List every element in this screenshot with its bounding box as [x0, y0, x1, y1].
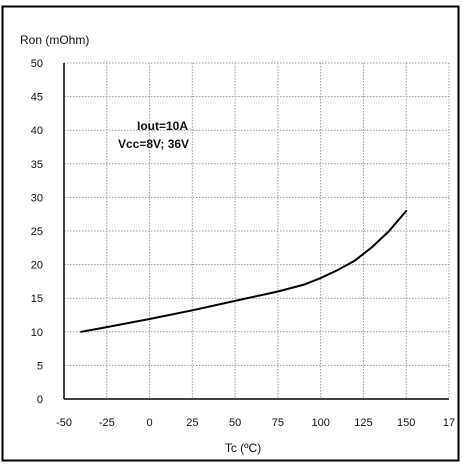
y-tick-label: 10	[31, 327, 43, 339]
annotation-vcc: Vcc=8V; 36V	[118, 137, 189, 151]
y-tick-label: 40	[31, 125, 43, 137]
y-tick-label: 0	[37, 394, 43, 406]
y-tick-label: 25	[31, 226, 43, 238]
x-tick-label: -25	[99, 417, 115, 429]
x-tick-label: 50	[229, 417, 241, 429]
x-tick-label: 100	[311, 417, 329, 429]
ron-curve	[80, 209, 408, 333]
x-tick-label: 25	[186, 417, 198, 429]
axis-lines	[63, 63, 449, 400]
grid-lines	[63, 62, 450, 400]
x-tick-label: 125	[354, 417, 372, 429]
x-tick-label: -50	[56, 417, 72, 429]
x-tick-label: 150	[397, 417, 415, 429]
x-tick-label: 17	[443, 417, 455, 429]
y-axis-title: Ron (mOhm)	[20, 33, 89, 47]
y-tick-label: 45	[31, 92, 43, 104]
y-tick-label: 15	[31, 293, 43, 305]
x-tick-label: 75	[272, 417, 284, 429]
x-axis-title: Tc (ºC)	[225, 441, 261, 455]
series-layer	[80, 209, 408, 333]
figure-frame	[1, 5, 460, 462]
y-tick-label: 50	[31, 58, 43, 70]
x-tick-label: 0	[146, 417, 152, 429]
y-tick-label: 20	[31, 260, 43, 272]
y-tick-label: 30	[31, 192, 43, 204]
annotation-iout: Iout=10A	[137, 119, 188, 133]
y-tick-label: 35	[31, 159, 43, 171]
tick-labels: -50 -25 0 25 50 75 100 125 150 17 0 5 10 15 20 25 30 35 40…	[31, 58, 455, 429]
y-tick-label: 5	[37, 360, 43, 372]
